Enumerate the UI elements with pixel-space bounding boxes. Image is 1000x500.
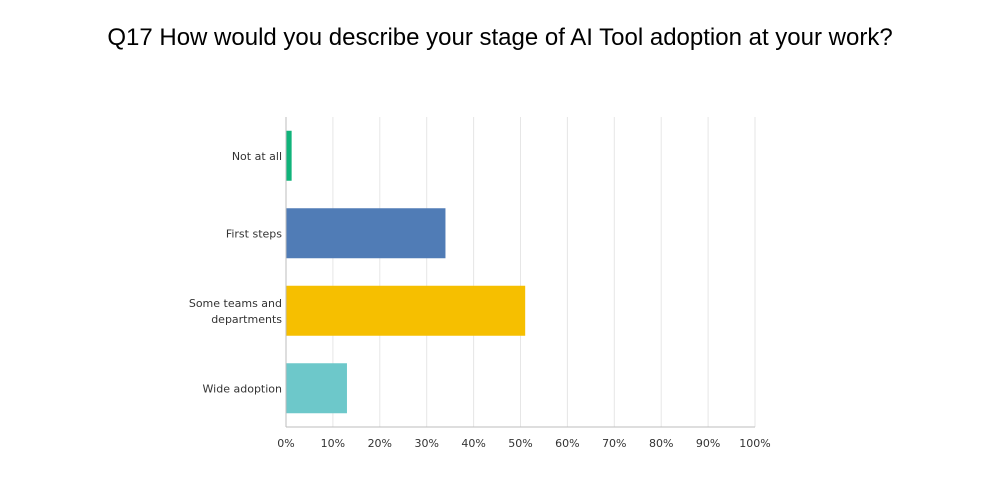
bar [286, 285, 526, 336]
axes [285, 117, 755, 428]
x-tick-label: 0% [277, 437, 294, 450]
x-tick-label: 90% [696, 437, 720, 450]
x-tick-label: 50% [508, 437, 532, 450]
category-label: First steps [226, 227, 282, 240]
category-label: Some teams and departments [189, 297, 282, 326]
bar [286, 363, 347, 414]
x-tick-label: 100% [739, 437, 770, 450]
bar [286, 208, 446, 259]
category-label: Wide adoption [203, 382, 282, 395]
bar [286, 130, 292, 181]
category-label: Not at all [232, 150, 282, 163]
x-tick-label: 70% [602, 437, 626, 450]
x-tick-label: 40% [461, 437, 485, 450]
chart-title: Q17 How would you describe your stage of… [107, 24, 893, 51]
gridlines [332, 117, 756, 427]
x-tick-label: 30% [414, 437, 438, 450]
x-tick-label: 20% [368, 437, 392, 450]
x-tick-label: 10% [321, 437, 345, 450]
x-tick-label: 60% [555, 437, 579, 450]
x-tick-label: 80% [649, 437, 673, 450]
bars [286, 130, 526, 414]
labels: 0% 10% 20% 30% 40% 50% 60% 70% 80% 90% 100% Not at … [189, 150, 771, 450]
